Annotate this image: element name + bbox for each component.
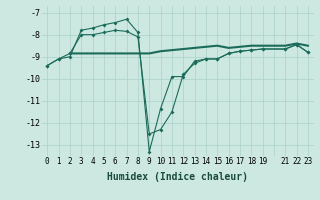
X-axis label: Humidex (Indice chaleur): Humidex (Indice chaleur)	[107, 172, 248, 182]
